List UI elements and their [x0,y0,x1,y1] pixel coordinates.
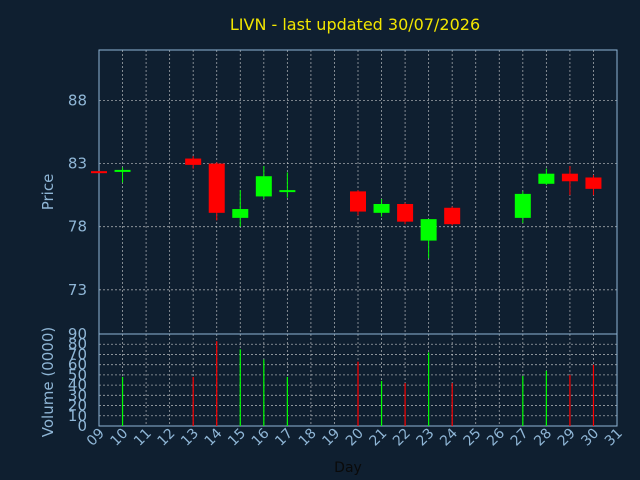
x-tick-label: 26 [484,425,508,449]
candle-body [185,158,202,165]
x-tick-label: 18 [296,426,320,450]
volume-tick-label: 10 [68,407,87,425]
candle-body [514,193,531,218]
x-tick-label: 29 [555,426,579,450]
x-tick-label: 10 [107,426,131,450]
x-tick-label: 22 [390,426,414,450]
price-tick-label: 78 [68,218,87,236]
candle-body [232,209,249,218]
x-tick-label: 27 [508,426,532,450]
x-tick-label: 30 [578,426,602,450]
volume-tick-label: 40 [68,376,87,394]
candle-body [397,203,414,222]
x-tick-label: 20 [343,426,367,450]
candle-body [208,163,225,213]
x-tick-label: 19 [319,426,343,450]
volume-tick-label: 90 [68,325,87,343]
price-tick-label: 88 [68,91,87,109]
volume-tick-label: 20 [68,397,87,415]
candle-body [585,177,602,189]
candle-body [114,169,131,172]
x-tick-label: 14 [202,425,226,449]
price-tick-label: 73 [68,281,87,299]
x-tick-label: 13 [178,426,202,450]
candle-body [350,191,366,212]
price-tick-label: 83 [68,155,87,173]
x-tick-label: 25 [461,426,485,450]
candle-body [91,171,107,174]
x-tick-label: 23 [414,426,438,450]
x-tick-label: 24 [437,425,461,449]
x-tick-label: 12 [155,426,179,450]
x-tick-label: 21 [366,426,390,450]
candle-body [420,219,437,241]
volume-tick-label: 50 [68,366,87,384]
x-tick-label: 16 [249,425,273,449]
chart-title: LIVN - last updated 30/07/2026 [230,15,480,34]
candle-body [444,207,461,225]
volume-axis-label: Volume (0000) [39,327,57,437]
candle-body [538,173,555,184]
x-axis-label: Day [334,460,362,476]
x-tick-label: 09 [84,426,108,450]
x-tick-label: 31 [602,426,626,450]
price-axis-label: Price [39,174,57,211]
price-panel: 73 78 83 88 [68,49,618,335]
candle-body [373,203,390,213]
candle-body [255,176,272,197]
x-tick-label: 15 [225,426,249,450]
volume-tick-label: 30 [68,386,87,404]
x-tick-label: 11 [131,426,155,450]
volume-tick-label: 80 [68,335,87,353]
volume-tick-label: 70 [68,345,87,363]
volume-tick-label: 0 [77,417,87,435]
x-tick-label: 28 [531,426,555,450]
candle-body [561,173,578,182]
candle-body [279,190,296,193]
volume-tick-label: 60 [68,356,87,374]
x-tick-label: 17 [272,426,296,450]
